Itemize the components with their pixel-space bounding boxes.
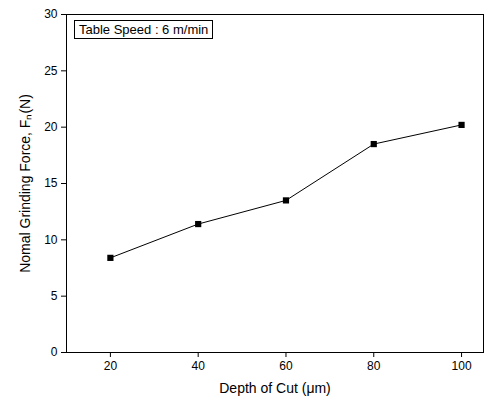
- svg-text:10: 10: [44, 233, 58, 247]
- svg-text:5: 5: [51, 289, 58, 303]
- svg-text:20: 20: [44, 120, 58, 134]
- svg-text:25: 25: [44, 64, 58, 78]
- svg-text:20: 20: [104, 359, 118, 373]
- svg-text:15: 15: [44, 176, 58, 190]
- svg-text:40: 40: [192, 359, 206, 373]
- svg-text:100: 100: [452, 359, 472, 373]
- svg-text:60: 60: [279, 359, 293, 373]
- svg-text:80: 80: [367, 359, 381, 373]
- svg-text:30: 30: [44, 7, 58, 21]
- svg-text:0: 0: [51, 345, 58, 359]
- svg-text:Depth of Cut (μm): Depth of Cut (μm): [219, 380, 331, 396]
- svg-text:Nomal Grinding Force, Fₙ(N): Nomal Grinding Force, Fₙ(N): [17, 94, 33, 273]
- html-text:Table Speed : 6 m/min: Table Speed : 6 m/min: [79, 22, 209, 37]
